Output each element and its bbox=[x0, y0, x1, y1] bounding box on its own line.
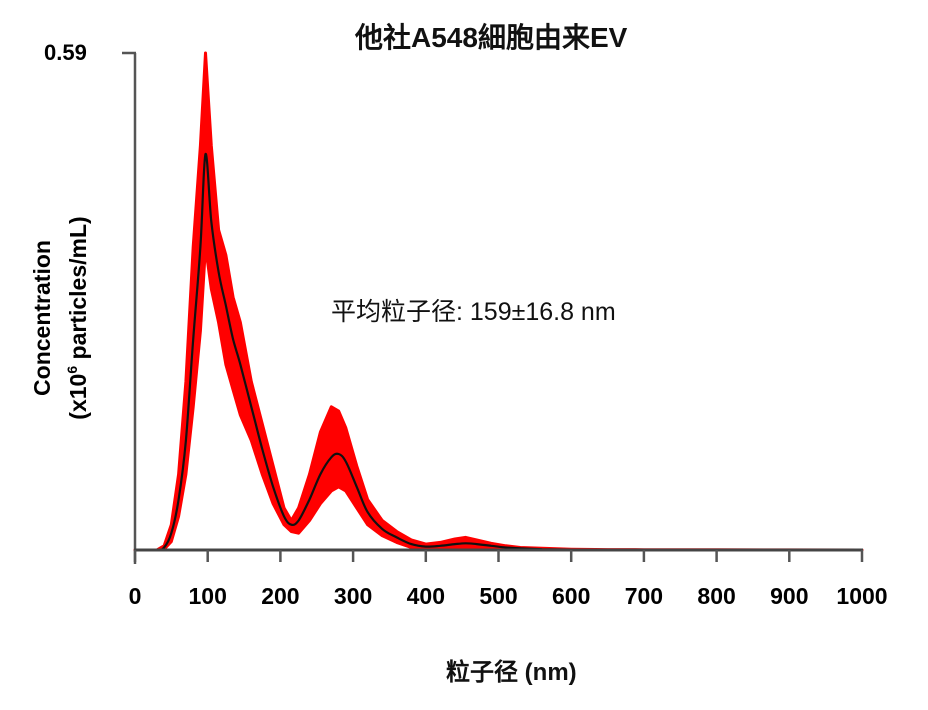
x-tick-label: 0 bbox=[128, 583, 142, 609]
y-axis-max-label: 0.59 bbox=[44, 40, 87, 65]
x-tick-label: 300 bbox=[333, 583, 373, 609]
x-tick-label: 1000 bbox=[836, 583, 888, 609]
x-tick-label: 400 bbox=[406, 583, 445, 609]
x-tick-label: 700 bbox=[624, 583, 664, 609]
x-tick-label: 900 bbox=[770, 583, 809, 609]
axes bbox=[122, 51, 864, 564]
x-tick-label: 100 bbox=[188, 583, 227, 609]
chart-title: 他社A548細胞由来EV bbox=[355, 22, 628, 53]
mean-curve bbox=[134, 152, 863, 552]
x-tick-label: 200 bbox=[261, 583, 300, 609]
x-tick-label: 500 bbox=[479, 583, 518, 609]
x-tick-label: 800 bbox=[697, 583, 736, 609]
x-axis-label: 粒子径 (nm) bbox=[446, 659, 577, 686]
mean-size-annotation: 平均粒子径: 159±16.8 nm bbox=[331, 298, 616, 326]
x-tick-label: 600 bbox=[552, 583, 591, 609]
